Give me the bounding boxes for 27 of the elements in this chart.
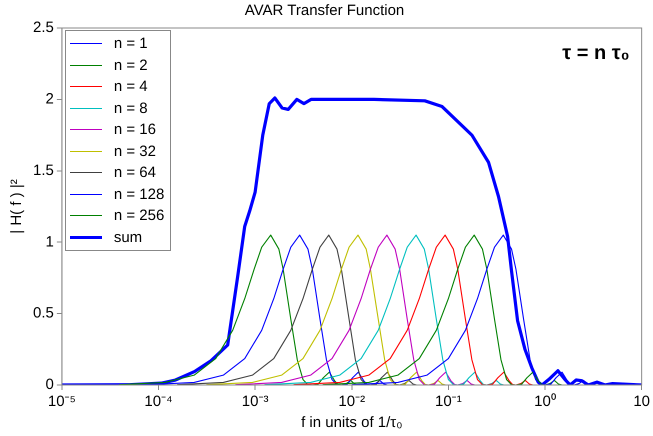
y-tick-label: 1 xyxy=(46,233,54,250)
legend-label: n = 128 xyxy=(114,184,164,204)
y-tick-label: 2 xyxy=(46,90,54,108)
y-tick-label: 0.5 xyxy=(32,304,54,322)
annotation: τ = n τ₀ xyxy=(562,42,630,65)
y-axis-title: | H( f ) |² xyxy=(8,179,26,234)
legend-label: n = 2 xyxy=(114,56,148,76)
chart-title: AVAR Transfer Function xyxy=(244,2,404,20)
x-tick-label: 10⁻⁵ xyxy=(48,393,76,410)
x-tick-label: 10 xyxy=(633,393,650,410)
y-tick-label: 2.5 xyxy=(32,19,54,36)
legend-label: n = 4 xyxy=(114,77,148,97)
x-tick-label: 10⁻¹ xyxy=(435,393,462,410)
y-tick-label: 1.5 xyxy=(32,162,54,179)
x-tick-label: 10⁰ xyxy=(534,393,556,410)
legend-label: n = 32 xyxy=(114,142,156,162)
legend-label: n = 256 xyxy=(114,206,164,226)
y-tick-label: 0 xyxy=(46,376,54,394)
legend-label: n = 8 xyxy=(114,98,148,118)
legend-label: n = 16 xyxy=(114,120,156,140)
x-tick-label: 10⁻³ xyxy=(242,393,268,410)
x-tick-label: 10⁻⁴ xyxy=(144,393,173,410)
legend-label: n = 64 xyxy=(114,163,156,183)
x-axis-title: f in units of 1/τ₀ xyxy=(301,414,402,432)
legend-label: sum xyxy=(114,228,142,248)
x-tick-label: 10⁻² xyxy=(338,393,366,410)
legend-label: n = 1 xyxy=(114,34,148,54)
